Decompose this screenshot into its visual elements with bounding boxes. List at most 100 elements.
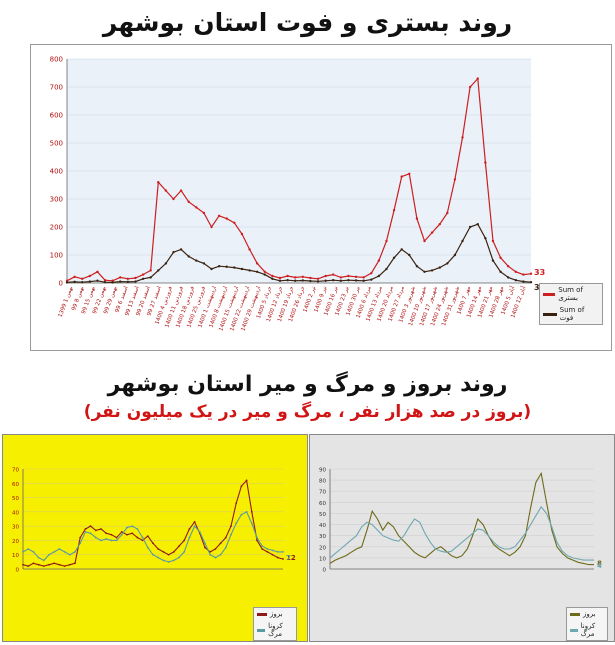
chart2-series-1-point-5 xyxy=(48,553,50,556)
chart1-series-0-point-9 xyxy=(134,276,137,280)
chart2-series-1-point-20 xyxy=(126,526,128,529)
chart1-series-0-point-12 xyxy=(157,181,160,184)
chart2-series-0-point-31 xyxy=(183,539,186,542)
chart1-series-1-point-48 xyxy=(430,269,434,272)
chart1-series-0-point-29 xyxy=(286,274,289,278)
chart1-series-1-point-31 xyxy=(301,279,305,282)
chart1-series-0-point-37 xyxy=(347,274,350,278)
chart1-series-0-point-10 xyxy=(141,273,145,276)
chart2-series-0-point-47 xyxy=(266,550,269,553)
legend2-swatch-death xyxy=(257,628,266,632)
chart2-series-0-point-32 xyxy=(188,528,191,530)
chart1-ytick-1: 100 xyxy=(50,252,63,260)
chart3-ytick-4: 40 xyxy=(319,523,326,529)
chart2-series-1-point-27 xyxy=(162,559,165,562)
chart3-ytick-2: 20 xyxy=(319,545,326,551)
chart1-series-0-point-13 xyxy=(164,189,168,192)
chart1-series-1-point-58 xyxy=(506,276,510,279)
chart1-series-1-point-61 xyxy=(529,280,533,284)
legend-item-hospitalized: Sum of بستری xyxy=(540,284,602,304)
chart1-series-1-point-20 xyxy=(217,265,221,268)
chart2-series-0-point-10 xyxy=(74,562,76,565)
chart2-series-1-point-16 xyxy=(105,538,108,540)
chart2-series-1-point-34 xyxy=(198,530,201,533)
chart1-series-0-point-22 xyxy=(233,221,236,224)
chart1-series-1-point-25 xyxy=(255,270,259,273)
chart1-series-1-point-47 xyxy=(423,270,426,273)
chart1-series-0-point-0 xyxy=(65,279,69,282)
chart1-series-1-point-27 xyxy=(271,277,274,280)
chart1-ytick-3: 300 xyxy=(50,196,63,204)
chart2-series-1-point-11 xyxy=(79,542,82,545)
chart1-series-0-point-17 xyxy=(195,206,198,209)
chart2-series-1-point-26 xyxy=(157,556,160,559)
chart3-ytick-7: 70 xyxy=(319,490,326,496)
chart2-series-0-point-7 xyxy=(58,563,61,566)
chart3-ytick-3: 30 xyxy=(319,534,326,540)
chart1-series-0-point-31 xyxy=(301,275,305,279)
chart1-series-1-point-42 xyxy=(385,267,388,271)
legend3-item-incidence: بروز xyxy=(567,608,607,620)
chart2-series-0-point-38 xyxy=(219,542,222,545)
chart1-series-0-point-23 xyxy=(240,232,244,236)
chart1-series-1-point-14 xyxy=(172,251,175,254)
chart1-series-0-point-41 xyxy=(377,259,381,262)
chart1-series-1-point-6 xyxy=(111,281,114,284)
chart1-series-1-point-5 xyxy=(103,280,107,284)
chart2-series-1-point-41 xyxy=(235,522,238,525)
chart2-series-0-point-44 xyxy=(250,510,253,513)
chart1-legend: Sum of بستری Sum of فوت xyxy=(539,283,603,325)
incidence-chart-left: 0 10 20 30 40 50 60 70 127 xyxy=(12,468,296,574)
legend-swatch-hospitalized xyxy=(543,292,556,296)
incidence-chart-right-panel: 0 10 20 30 40 50 60 70 80 90 8 4 بروز کرونا مرگ xyxy=(309,434,615,642)
chart1-series-0-point-4 xyxy=(96,270,99,273)
chart2-series-1-point-49 xyxy=(276,550,279,553)
chart1-series-1-point-50 xyxy=(446,262,449,265)
chart2-series-1-point-50 xyxy=(282,550,284,553)
chart1-series-0-point-61 xyxy=(529,272,533,275)
chart1-ytick-2: 200 xyxy=(50,224,63,232)
chart2-series-0-point-33 xyxy=(193,520,196,523)
chart1-series-1-point-33 xyxy=(316,280,320,283)
chart1-series-0-point-60 xyxy=(522,273,525,276)
chart1-series-1-point-10 xyxy=(141,277,145,280)
chart2-series-1-point-10 xyxy=(74,550,76,553)
chart1-series-0-point-3 xyxy=(88,274,92,278)
legend3-item-death: کرونا مرگ xyxy=(567,620,607,640)
legend-label-death: Sum of فوت xyxy=(559,306,585,322)
chart2-series-1-point-3 xyxy=(37,556,40,559)
chart2-series-1-point-1 xyxy=(27,548,30,550)
chart2-series-1-point-13 xyxy=(89,532,92,535)
chart3-ytick-6: 60 xyxy=(319,501,326,507)
incidence-chart-left-panel: 0 10 20 30 40 50 60 70 12 7 بروز کرونا مرگ xyxy=(2,434,308,642)
chart1-series-1-point-32 xyxy=(309,279,312,283)
chart2-series-0-point-25 xyxy=(152,542,154,545)
chart2-series-0-point-24 xyxy=(146,535,149,538)
incidence-chart-right: 0 10 20 30 40 50 60 70 80 90 84 xyxy=(319,468,602,574)
chart3-ytick-5: 50 xyxy=(319,512,326,518)
chart1-series-0-point-46 xyxy=(415,217,419,220)
chart1-series-1-point-13 xyxy=(164,262,168,265)
chart1-series-1-point-51 xyxy=(453,253,457,257)
chart2-series-1-point-29 xyxy=(172,559,175,562)
chart2-series-0-point-4 xyxy=(42,565,45,568)
chart2-end-label-0: 12 xyxy=(286,554,296,562)
chart1-series-1-point-39 xyxy=(362,279,365,282)
chart2-series-0-point-2 xyxy=(32,562,35,565)
chart1-series-1-point-37 xyxy=(347,279,350,282)
chart1-series-1-point-38 xyxy=(354,279,358,282)
chart1-ytick-8: 800 xyxy=(50,56,63,64)
chart2-series-0-point-46 xyxy=(261,548,264,550)
chart2-series-1-point-8 xyxy=(63,550,66,553)
chart2-series-0-point-37 xyxy=(214,548,217,550)
chart1-series-0-point-51 xyxy=(453,178,457,181)
chart1-series-1-point-16 xyxy=(187,255,190,258)
chart2-ytick-5: 50 xyxy=(12,496,19,502)
chart1-series-0-point-21 xyxy=(225,217,228,220)
chart1-series-1-point-4 xyxy=(96,279,99,282)
legend-item-death: Sum of فوت xyxy=(540,304,602,324)
chart3-series-0-line xyxy=(329,471,594,566)
chart2-series-0-point-15 xyxy=(100,528,102,530)
chart1-series-1-point-45 xyxy=(408,253,411,257)
chart1-series-0-point-6 xyxy=(111,279,114,282)
